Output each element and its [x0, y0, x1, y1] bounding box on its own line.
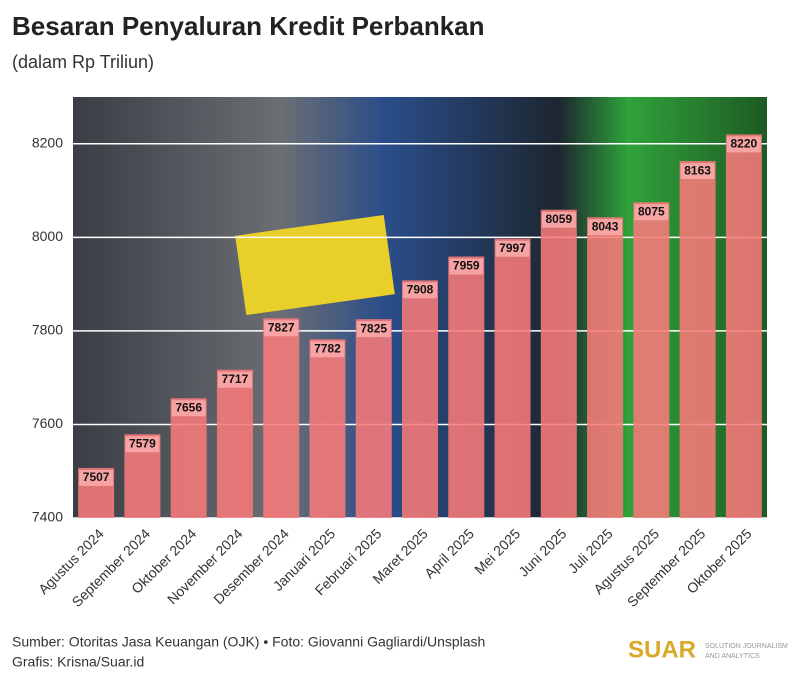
- value-label-box: [541, 211, 576, 228]
- y-tick-label: 7400: [32, 509, 63, 525]
- y-tick-label: 7800: [32, 322, 63, 338]
- bar: [725, 134, 762, 518]
- bar: [633, 202, 670, 518]
- value-label-box: [495, 240, 530, 257]
- value-label: 8220: [731, 137, 758, 151]
- logo-tagline: AND ANALYTICS: [705, 653, 760, 660]
- value-label: 7997: [499, 241, 526, 255]
- value-label: 8163: [684, 163, 711, 177]
- bar: [402, 280, 438, 518]
- value-label-box: [588, 219, 623, 236]
- value-label-box: [264, 320, 299, 337]
- value-label: 8075: [638, 204, 665, 218]
- value-label-box: [217, 371, 252, 388]
- bar: [263, 318, 300, 518]
- value-label-box: [171, 400, 206, 417]
- value-label-box: [680, 163, 715, 180]
- bar: [355, 319, 392, 518]
- value-label: 7825: [360, 321, 387, 335]
- card-shape: [235, 214, 395, 316]
- y-tick-label: 7600: [32, 415, 63, 431]
- y-tick-label: 8000: [32, 228, 63, 244]
- value-label: 8059: [545, 212, 572, 226]
- bar: [448, 256, 485, 518]
- bar: [309, 339, 346, 518]
- value-label: 7908: [407, 283, 434, 297]
- source: Sumber: Otoritas Jasa Keuangan (OJK) • F…: [12, 634, 485, 650]
- value-label-box: [403, 282, 437, 299]
- value-label: 7717: [222, 372, 249, 386]
- bar: [216, 369, 253, 518]
- value-label-box: [79, 469, 114, 486]
- y-tick-label: 8200: [32, 134, 63, 150]
- value-label: 7782: [314, 341, 341, 355]
- bar: [540, 209, 577, 519]
- value-label-box: [125, 436, 160, 453]
- x-tick-label: September 2025: [624, 525, 709, 610]
- bar: [494, 238, 531, 518]
- value-label: 7579: [129, 436, 156, 450]
- bar: [679, 161, 716, 518]
- value-label-box: [449, 258, 484, 275]
- logo: SUAR: [628, 636, 696, 663]
- value-label-box: [310, 341, 345, 358]
- value-label: 7959: [453, 259, 480, 273]
- x-tick-label: September 2024: [69, 525, 154, 610]
- x-tick-label: April 2025: [421, 525, 477, 581]
- value-label: 7656: [175, 400, 202, 414]
- chart-title: Besaran Penyaluran Kredit Perbankan: [12, 11, 485, 41]
- logo-tagline: SOLUTION JOURNALISM: [705, 643, 788, 650]
- value-label: 7507: [83, 470, 110, 484]
- value-label-box: [726, 136, 761, 153]
- value-label: 7827: [268, 320, 295, 334]
- x-tick-label: Juni 2025: [515, 525, 569, 579]
- value-label-box: [356, 321, 391, 338]
- bar: [170, 398, 207, 518]
- chart-subtitle: (dalam Rp Triliun): [12, 52, 154, 72]
- value-label: 8043: [592, 219, 619, 233]
- bar: [587, 217, 624, 519]
- credit: Grafis: Krisna/Suar.id: [12, 654, 144, 670]
- value-label-box: [634, 204, 669, 221]
